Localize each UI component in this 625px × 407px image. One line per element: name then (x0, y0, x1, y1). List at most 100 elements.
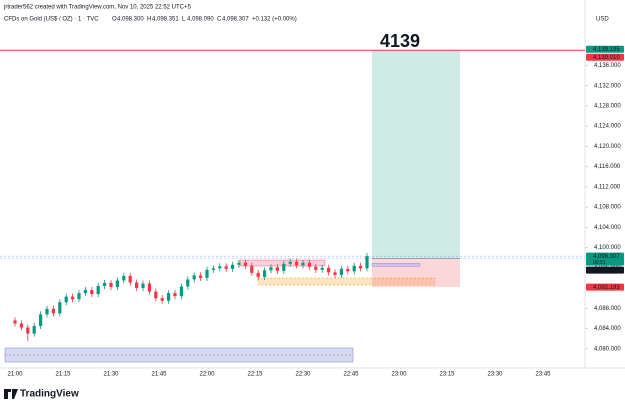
legend-key: C (217, 17, 222, 23)
legend-value: 4,098.300 (117, 17, 144, 23)
x-tick-label: 21:00 (7, 372, 23, 378)
price-tag-label: 4,098.307 (593, 254, 620, 260)
x-tick-label: 21:30 (103, 372, 119, 378)
header: jrtrader562 created with TradingView.com… (3, 5, 191, 11)
y-tick-label: 4,112.000 (594, 184, 621, 190)
legend-change: +0.132 (+0.00%) (252, 17, 297, 23)
candle-body (282, 263, 286, 271)
zone-rect (257, 277, 436, 286)
candle-body (288, 261, 292, 264)
legend-value: 4,098.351 (152, 17, 179, 23)
candle-body (243, 262, 247, 266)
candle-body (19, 323, 23, 328)
candle-body (192, 275, 196, 280)
candle-body (90, 290, 94, 295)
candle-body (128, 275, 132, 283)
candle-body (186, 279, 190, 287)
price-tag-label: 4,097.880 (593, 268, 620, 274)
take-profit-zone (372, 50, 460, 259)
y-tick-label: 4,084.000 (594, 326, 621, 332)
x-tick-label: 22:45 (343, 372, 359, 378)
candle-body (275, 267, 279, 271)
candle-body (167, 293, 171, 301)
price-tag-label: 4,139.195 (593, 47, 620, 53)
y-tick-label: 4,124.000 (594, 124, 621, 130)
candle-body (250, 265, 254, 273)
x-tick-label: 23:30 (487, 372, 503, 378)
y-tick-label: 4,108.000 (594, 205, 621, 211)
logo (4, 389, 18, 399)
candle-body (58, 302, 62, 314)
candle-body (314, 266, 318, 270)
x-tick-label: 23:15 (439, 372, 455, 378)
zone-rect (371, 263, 421, 267)
legend-key: L (182, 17, 186, 23)
candle-body (218, 266, 222, 269)
candle-body (327, 267, 331, 273)
x-tick-label: 22:00 (199, 372, 215, 378)
y-tick-label: 4,120.000 (594, 144, 621, 150)
candle-body (205, 269, 209, 278)
symbol: CFDs on Gold (US$ / OZ) · 1 · TVC (4, 17, 99, 23)
candle-body (263, 270, 267, 277)
candle-body (26, 327, 30, 334)
candle-body (339, 268, 343, 275)
candle-body (199, 275, 203, 278)
legend-key: O (112, 17, 117, 23)
candle-body (365, 256, 369, 269)
candle-body (237, 262, 241, 265)
candle-body (39, 314, 43, 327)
candle-body (115, 280, 119, 288)
price-tag (586, 53, 624, 61)
annotation: 4139 (380, 31, 420, 51)
candle-body (346, 268, 350, 272)
candle-body (103, 283, 107, 287)
price-tag (586, 266, 624, 274)
candle-body (83, 290, 87, 294)
price-tag-label: 4,139.010 (593, 55, 620, 61)
candle-body (135, 282, 139, 289)
candle-body (32, 326, 36, 334)
y-tick-label: 4,100.000 (594, 245, 621, 251)
y-tick-label: 4,128.000 (594, 103, 621, 109)
candle-body (122, 275, 126, 281)
candle-body (224, 266, 228, 269)
candle-body (295, 261, 299, 266)
candle-body (307, 262, 311, 267)
candle-body (141, 283, 145, 289)
brand: TradingView (20, 389, 79, 400)
candle-body (211, 268, 215, 270)
legend-key: H (147, 17, 151, 23)
candle-body (333, 272, 337, 275)
candle-body (352, 265, 356, 272)
price-tag (586, 45, 624, 53)
x-tick-label: 21:45 (151, 372, 167, 378)
price-tag-label: 4,092.193 (593, 285, 620, 291)
x-tick-label: 21:15 (55, 372, 71, 378)
candle-body (269, 267, 273, 271)
price-tag (586, 252, 624, 266)
x-tick-label: 23:00 (391, 372, 407, 378)
candle-body (109, 283, 113, 288)
y-tick-label: 4,136.000 (594, 63, 621, 69)
currency: USD (596, 17, 609, 23)
candle-body (45, 308, 49, 315)
y-tick-label: 4,088.000 (594, 306, 621, 312)
candle-body (160, 298, 164, 301)
candle-body (13, 320, 17, 324)
candle-body (256, 272, 260, 277)
candle-body (173, 293, 177, 297)
y-tick-label: 4,132.000 (594, 83, 621, 89)
candle-body (179, 286, 183, 297)
candle-body (77, 293, 81, 300)
candle-body (147, 283, 151, 292)
candle-body (96, 286, 100, 295)
y-tick-label: 4,080.000 (594, 346, 621, 352)
legend-value: 4,098.307 (222, 17, 249, 23)
y-tick-label: 4,104.000 (594, 225, 621, 231)
legend-value: 4,098.090 (187, 17, 214, 23)
candle-body (320, 267, 324, 270)
x-tick-label: 22:15 (247, 372, 263, 378)
x-tick-label: 22:30 (295, 372, 311, 378)
